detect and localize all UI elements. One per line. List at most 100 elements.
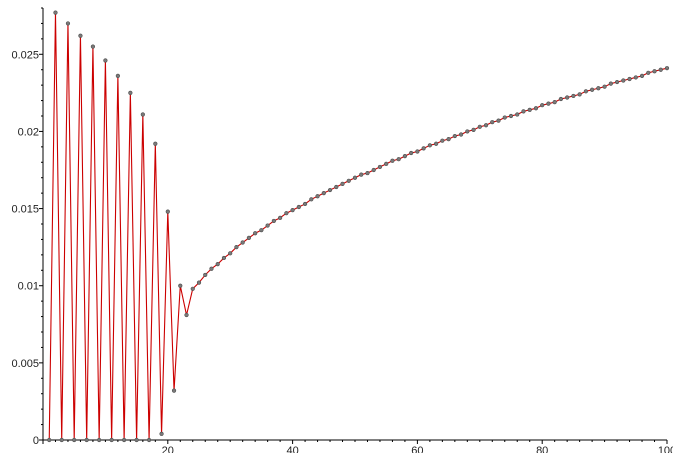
data-point [508,113,514,119]
data-point [153,141,158,146]
y-axis-ticks: 0 0.005 0.01 0.015 0.02 0.025 [11,7,43,447]
y-tick-label: 0.01 [18,281,39,293]
data-point [65,21,71,26]
data-point [540,103,545,108]
data-point [209,266,214,271]
y-tick-label: 0 [33,435,39,447]
y-tick-label: 0.025 [11,49,39,61]
data-point [253,231,258,236]
data-point [365,170,370,176]
data-point [639,73,645,78]
data-point [477,124,482,129]
data-point [234,245,239,250]
data-point [259,228,264,233]
data-point [608,81,613,86]
data-point [496,118,501,123]
data-point [465,129,470,134]
data-point [390,158,395,163]
data-point [78,33,83,38]
data-point [515,112,520,117]
x-tick-label: 60 [411,445,423,453]
data-point [103,58,108,63]
data-point [421,146,426,151]
data-point [315,194,320,199]
data-point [571,93,576,99]
data-point [558,96,564,102]
data-point [664,66,670,71]
data-point [577,92,582,97]
data-point [134,437,139,443]
data-point [84,437,89,443]
x-tick-label: 80 [536,445,548,453]
data-point [296,204,301,210]
data-point [502,115,507,120]
data-point [178,283,183,288]
data-point [527,107,532,112]
data-point [371,167,376,173]
data-point [184,312,189,318]
data-point [583,89,588,94]
data-point [621,78,626,83]
axes [42,8,667,441]
data-point [284,211,289,216]
data-point [590,87,595,92]
data-point [128,90,133,95]
y-tick-label: 0.02 [18,126,39,138]
data-point [384,161,389,166]
data-point [652,69,657,74]
data-point [440,138,445,143]
data-point [471,127,476,132]
data-point [47,437,52,443]
data-point [215,262,220,267]
data-point [521,109,526,114]
data-point [53,10,58,15]
y-tick-label: 0.005 [11,358,39,370]
data-point [171,388,177,393]
data-point [614,79,620,85]
data-point [290,208,295,213]
data-point [346,178,351,183]
data-point [334,184,339,190]
data-point [97,437,102,443]
data-point [228,251,233,256]
data-point [646,70,651,75]
data-point [309,197,314,202]
data-point [377,164,383,170]
data-point [402,154,408,159]
data-point [552,100,557,105]
data-point [452,133,457,139]
data-point [434,141,439,146]
data-point [458,132,464,137]
data-point [115,73,120,78]
data-point [340,181,345,186]
data-point [165,209,170,214]
data-point [415,149,420,154]
data-point [627,76,632,82]
data-point [633,75,638,80]
data-point [490,120,495,125]
data-point [483,123,489,128]
data-point [109,437,114,443]
data-point [196,280,202,285]
series-line [48,12,668,441]
x-tick-label: 100 [658,445,673,453]
data-point [565,95,570,100]
data-point [90,44,96,49]
data-point [278,215,283,220]
data-point [409,150,414,156]
data-point [72,437,77,443]
data-point [240,240,245,245]
x-tick-label: 40 [286,445,298,453]
data-point [159,431,164,436]
data-point [246,235,252,240]
data-point [327,187,333,193]
x-tick-label: 20 [162,445,174,453]
series-layer [47,10,670,443]
data-point [446,137,451,142]
data-point [533,106,539,111]
data-point [271,218,276,224]
data-point [321,191,326,196]
data-point [122,437,127,443]
x-axis-ticks: 20 40 60 80 100 [42,440,673,453]
